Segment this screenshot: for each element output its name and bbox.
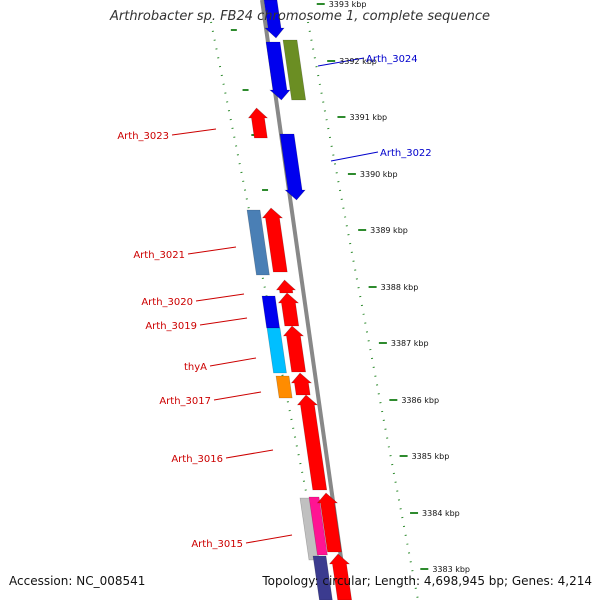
scale-label: 3383 kbp: [432, 565, 470, 574]
map-title: Arthrobacter sp. FB24 chromosome 1, comp…: [109, 9, 491, 24]
label-leader: [195, 293, 245, 302]
scale-label: 3392 kbp: [339, 57, 377, 66]
gene-label-right: Arth_3024: [366, 54, 418, 65]
accession-text: Accession: NC_008541: [9, 574, 146, 588]
gene-feature: [308, 496, 328, 556]
gene-label-left: Arth_3019: [145, 321, 197, 332]
label-leaders: [171, 57, 379, 544]
label-leader: [245, 534, 293, 544]
gene-feature: [282, 39, 307, 101]
gene-feature: [312, 555, 333, 600]
scale-label: 3393 kbp: [329, 0, 367, 9]
gene-feature: [290, 372, 313, 396]
gene-feature: [265, 41, 291, 101]
gene-label-right: Arth_3022: [380, 148, 432, 159]
label-leader: [330, 151, 379, 162]
gene-label-left: Arth_3016: [171, 454, 223, 465]
topology-text: Topology: circular; Length: 4,698,945 bp…: [262, 574, 592, 588]
scale-label: 3391 kbp: [349, 113, 387, 122]
gene-label-left: Arth_3015: [191, 539, 243, 550]
label-leader: [171, 128, 217, 136]
scale-label: 3390 kbp: [360, 170, 398, 179]
gene-feature: [275, 375, 293, 399]
gene-feature: [328, 553, 352, 600]
gene-feature: [275, 279, 297, 294]
scale-label: 3386 kbp: [401, 396, 439, 405]
gene-feature: [261, 207, 288, 273]
gene-feature: [277, 292, 300, 327]
label-leader: [209, 357, 257, 367]
gene-feature: [282, 325, 307, 373]
scale-label: 3384 kbp: [422, 509, 460, 518]
scale-label: 3389 kbp: [370, 226, 408, 235]
label-leader: [213, 391, 262, 401]
label-leader: [199, 317, 248, 326]
scale-labels: 3393 kbp 3392 kbp 3391 kbp 3390 kbp 3389 kbp…: [329, 0, 470, 574]
gene-feature: [247, 107, 269, 139]
gene-feature: [279, 133, 306, 201]
gene-label-left: Arth_3021: [133, 250, 185, 261]
ruler-ticks: [230, 3, 429, 581]
gene-label-left: thyA: [184, 362, 207, 373]
label-leader: [187, 246, 237, 255]
gene-feature: [261, 295, 280, 329]
gene-features: [246, 0, 352, 600]
scale-label: 3387 kbp: [391, 339, 429, 348]
gene-label-left: Arth_3023: [117, 131, 169, 142]
label-leader: [317, 57, 365, 67]
gene-labels: Arth_3023 Arth_3021 Arth_3020 Arth_3019 thyA…: [117, 54, 431, 550]
label-leader: [225, 449, 274, 459]
scale-label: 3388 kbp: [381, 283, 419, 292]
gene-feature: [316, 492, 342, 553]
gene-feature: [263, 0, 285, 39]
gene-label-left: Arth_3020: [141, 297, 193, 308]
gene-feature: [296, 394, 328, 491]
gene-feature: [246, 209, 270, 276]
gene-feature: [266, 327, 287, 374]
gene-label-left: Arth_3017: [159, 396, 211, 407]
scale-label: 3385 kbp: [412, 452, 450, 461]
